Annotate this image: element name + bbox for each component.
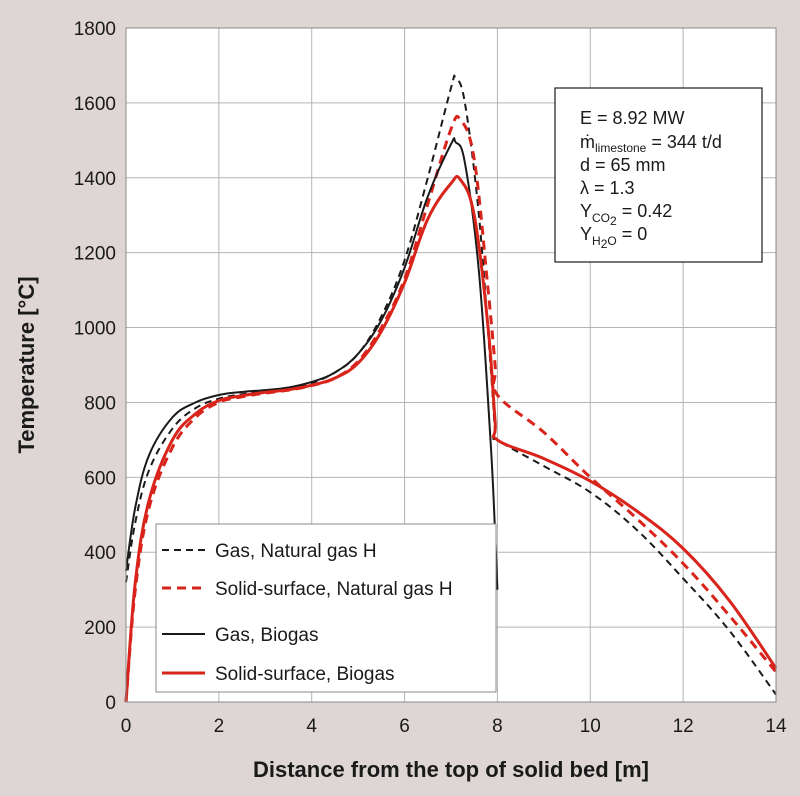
param-energy: E = 8.92 MW bbox=[580, 108, 685, 128]
y-tick-label: 200 bbox=[84, 618, 116, 639]
y-tick-label: 1800 bbox=[74, 19, 116, 40]
series-lines bbox=[124, 74, 778, 703]
parameter-box: E = 8.92 MW ṁlimestone = 344 t/d d = 65 … bbox=[554, 87, 763, 263]
x-tick-label: 10 bbox=[580, 716, 601, 737]
parameter-box-frame bbox=[554, 87, 763, 263]
legend-label-gas-biogas: Gas, Biogas bbox=[215, 625, 319, 646]
x-tick-label: 6 bbox=[399, 716, 410, 737]
y-tick-label: 1400 bbox=[74, 169, 116, 190]
x-tick-label: 0 bbox=[121, 716, 132, 737]
x-tick-label: 4 bbox=[306, 716, 317, 737]
legend: Gas, Natural gas H Solid-surface, Natural… bbox=[155, 523, 497, 693]
legend-label-solid-surface-natural-gas-h: Solid-surface, Natural gas H bbox=[215, 579, 453, 600]
y-tick-label: 400 bbox=[84, 543, 116, 564]
x-tick-label: 8 bbox=[492, 716, 503, 737]
param-limestone: ṁlimestone = 344 t/d bbox=[580, 132, 722, 155]
param-lambda: λ = 1.3 bbox=[580, 178, 635, 198]
y-axis-label: Temperature [°C] bbox=[14, 276, 39, 453]
tick-labels: 0 2 4 6 8 10 12 14 0 200 400 600 800 1000 1200 1400 1600… bbox=[74, 19, 787, 737]
y-tick-label: 600 bbox=[84, 468, 116, 489]
param-h2o: ΥH2O = 0 bbox=[580, 224, 647, 251]
x-tick-label: 12 bbox=[673, 716, 694, 737]
x-axis-label: Distance from the top of solid bed [m] bbox=[253, 757, 649, 782]
y-tick-label: 800 bbox=[84, 393, 116, 414]
plot-frame bbox=[125, 27, 777, 703]
y-tick-label: 1600 bbox=[74, 94, 116, 115]
legend-box bbox=[155, 523, 497, 693]
series-line-gas-natural-gas-h bbox=[125, 74, 777, 696]
y-tick-label: 0 bbox=[105, 693, 116, 714]
y-tick-label: 1000 bbox=[74, 319, 116, 340]
legend-label-gas-natural-gas-h: Gas, Natural gas H bbox=[215, 541, 377, 562]
param-diameter: d = 65 mm bbox=[580, 155, 666, 175]
x-tick-label: 2 bbox=[214, 716, 225, 737]
legend-label-solid-surface-biogas: Solid-surface, Biogas bbox=[215, 664, 395, 685]
y-tick-label: 1200 bbox=[74, 244, 116, 265]
series-line-solid-surface-biogas bbox=[124, 174, 778, 703]
series-line-gas-biogas bbox=[125, 137, 499, 590]
x-tick-label: 14 bbox=[765, 716, 787, 737]
param-co2: ΥCO2 = 0.42 bbox=[580, 201, 672, 228]
